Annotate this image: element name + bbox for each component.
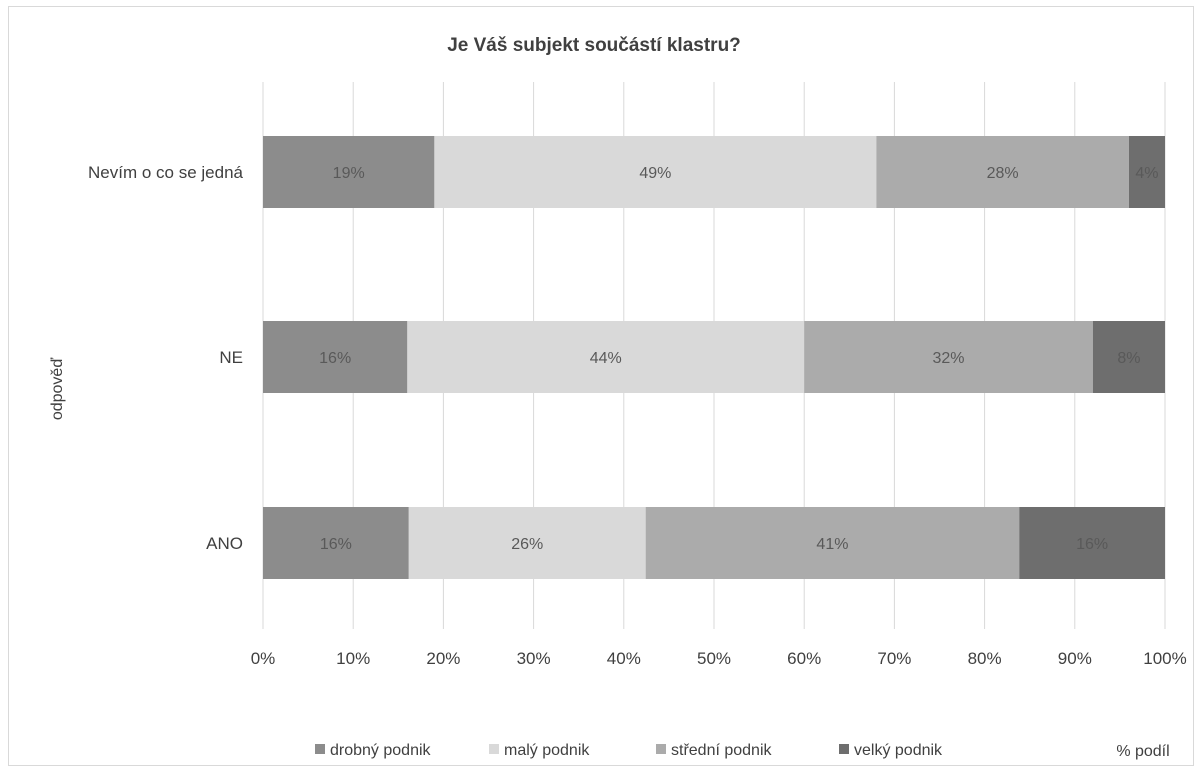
bar-segment	[263, 136, 435, 208]
y-category-label: ANO	[206, 534, 243, 553]
x-axis-title: % podíl	[1116, 743, 1169, 760]
bar-segment	[408, 507, 646, 579]
bar-segment	[434, 136, 877, 208]
bar-segment	[263, 321, 408, 393]
x-axis-ticks: 0% 10% 20% 30% 40% 50% 60% 70% 80% 90% 100%	[251, 649, 1187, 668]
bar-segment	[876, 136, 1129, 208]
x-tick-label: 10%	[336, 649, 370, 668]
legend-swatch	[839, 744, 849, 754]
x-tick-label: 70%	[877, 649, 911, 668]
x-tick-label: 40%	[607, 649, 641, 668]
chart-title: Je Váš subjekt součástí klastru?	[447, 35, 741, 56]
x-tick-label: 30%	[517, 649, 551, 668]
x-tick-label: 0%	[251, 649, 276, 668]
bar-segment	[1092, 321, 1165, 393]
y-axis-title: odpověď	[49, 358, 66, 420]
data-label: 28%	[987, 165, 1019, 182]
data-label: 4%	[1135, 165, 1158, 182]
legend: drobný podnik malý podnik střední podnik ve…	[315, 742, 943, 759]
legend-swatch	[656, 744, 666, 754]
data-label: 8%	[1117, 350, 1140, 367]
data-label: 16%	[319, 350, 351, 367]
bar-segment	[407, 321, 805, 393]
legend-label: drobný podnik	[330, 742, 432, 759]
data-label: 19%	[333, 165, 365, 182]
y-category-label: Nevím o co se jedná	[88, 163, 244, 182]
data-label: 44%	[590, 350, 622, 367]
x-tick-label: 50%	[697, 649, 731, 668]
x-tick-label: 80%	[968, 649, 1002, 668]
chart: Je Váš subjekt součástí klastru? 19% 49% 2…	[49, 35, 1187, 760]
y-category-label: NE	[219, 348, 243, 367]
data-label: 32%	[933, 350, 965, 367]
data-label: 49%	[639, 165, 671, 182]
bars	[263, 136, 1165, 579]
x-tick-label: 20%	[426, 649, 460, 668]
legend-swatch	[489, 744, 499, 754]
data-label: 16%	[1076, 536, 1108, 553]
bar-segment	[645, 507, 1020, 579]
x-tick-label: 60%	[787, 649, 821, 668]
bar-segment	[804, 321, 1093, 393]
legend-label: malý podnik	[504, 742, 590, 759]
segment-labels: 19% 49% 28% 4% 16% 44% 32% 8% 16% 26% 41% 16%	[319, 165, 1158, 553]
data-label: 16%	[320, 536, 352, 553]
chart-frame: Je Váš subjekt součástí klastru? 19% 49% 2…	[8, 6, 1194, 766]
x-tick-label: 90%	[1058, 649, 1092, 668]
x-tick-label: 100%	[1143, 649, 1186, 668]
data-label: 41%	[816, 536, 848, 553]
legend-label: velký podnik	[854, 742, 943, 759]
bar-segment	[1128, 136, 1165, 208]
data-label: 26%	[511, 536, 543, 553]
bar-segment	[1019, 507, 1165, 579]
legend-label: střední podnik	[671, 742, 773, 759]
bar-segment	[263, 507, 409, 579]
y-axis-categories: Nevím o co se jedná NE ANO	[88, 163, 244, 553]
legend-swatch	[315, 744, 325, 754]
